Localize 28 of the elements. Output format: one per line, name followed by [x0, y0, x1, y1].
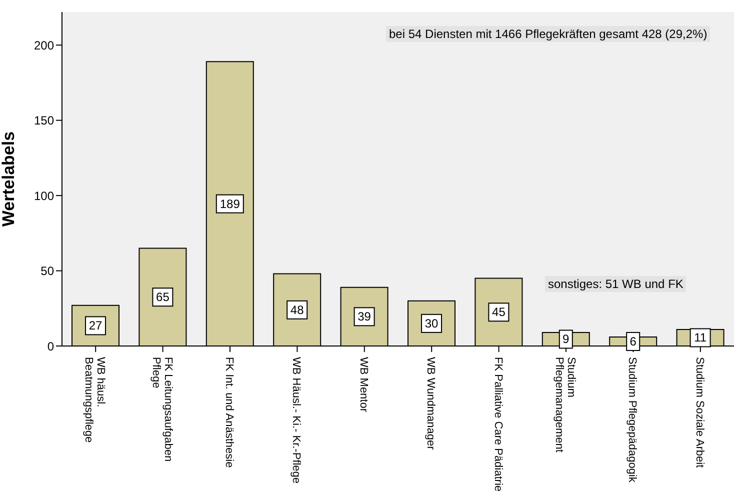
- y-tick-label: 100: [34, 188, 54, 203]
- data-label: 27: [88, 318, 102, 333]
- x-tick-label: WB häusl. Beatmungspflege: [82, 357, 107, 443]
- x-tick-label: FK Palliative Care Pädiatrie: [492, 357, 504, 492]
- annotation: sonstiges: 51 WB und FK: [545, 276, 686, 292]
- y-tick-label: 150: [34, 114, 54, 128]
- annotation: bei 54 Diensten mit 1466 Pflegekräften gesamt 428 (29,2%): [386, 26, 710, 42]
- data-label: 39: [358, 310, 372, 324]
- x-tick-label: Studium Pflegemanagement: [553, 357, 577, 452]
- data-label: 6: [630, 334, 637, 348]
- x-tick-label: Studium Pflegepädagogik: [626, 357, 638, 483]
- x-tick-label: Studium Soziale Arbeit: [693, 357, 706, 468]
- data-label: 48: [290, 302, 304, 317]
- y-axis-title: Wertelabels: [0, 131, 18, 227]
- y-tick-label: 200: [34, 38, 54, 52]
- data-label: 65: [156, 290, 170, 304]
- x-tick-label: WB Mentor: [357, 357, 370, 412]
- x-tick-label: WB Häusl.- Ki.- Kr.-Pflege: [290, 357, 302, 484]
- data-label: 9: [562, 332, 570, 346]
- data-label: 30: [424, 316, 438, 330]
- data-label: 45: [492, 305, 506, 320]
- data-label: 189: [220, 196, 240, 211]
- x-tick-label: WB Wundmanager: [424, 357, 437, 450]
- y-tick-label: 50: [40, 264, 54, 278]
- x-tick-label: FK Int. und Anästhesie: [223, 357, 235, 468]
- y-tick-label: 0: [47, 339, 54, 354]
- x-tick-label: FK Leitungsaufgaben Pflege: [150, 357, 174, 462]
- data-label: 11: [694, 330, 707, 345]
